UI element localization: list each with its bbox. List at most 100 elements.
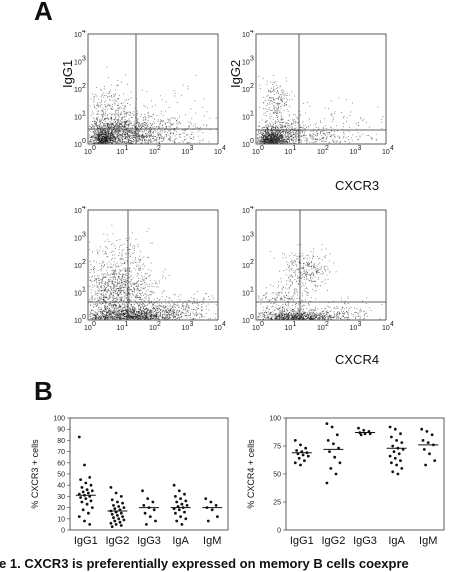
svg-text:10: 10 xyxy=(117,149,125,156)
scatter-point xyxy=(183,510,186,514)
scatter-chart-cxcr4: % CXCR4 + cells 0 25 50 75 100 IgG1 IgG2 IgG3 IgA… xyxy=(246,416,445,547)
scatter-point xyxy=(400,441,404,444)
svg-text:4: 4 xyxy=(222,145,226,152)
scatter-point xyxy=(122,518,126,522)
scatter-point xyxy=(84,481,88,485)
svg-text:10: 10 xyxy=(242,142,250,149)
scatter-point xyxy=(81,490,85,494)
svg-text:3: 3 xyxy=(250,56,254,63)
svg-text:10: 10 xyxy=(242,60,250,67)
scatter-point xyxy=(175,500,179,504)
flow-plot-igg2-cxcr4: 10 0 10 0 10 1 10 1 10 2 10 2 10 3 10 3 10 4 10 4 xyxy=(236,206,396,336)
scatter-point xyxy=(330,425,334,429)
scatter-point xyxy=(328,450,331,453)
scatter-point xyxy=(83,463,86,467)
scatter-ytick: 100 xyxy=(269,416,281,423)
scatter-ylabel: % CXCR4 + cells xyxy=(246,439,256,509)
svg-text:1: 1 xyxy=(82,111,86,118)
scatter-point xyxy=(90,506,94,509)
flow-xlabel-cxcr4: CXCR4 xyxy=(335,352,380,367)
svg-text:10: 10 xyxy=(74,115,82,122)
scatter-point xyxy=(428,452,431,456)
scatter-point xyxy=(210,508,214,512)
scatter-point xyxy=(424,463,427,467)
scatter-point xyxy=(390,461,393,465)
svg-text:0: 0 xyxy=(250,138,254,145)
scatter-point xyxy=(204,497,208,500)
scatter-point xyxy=(89,483,93,487)
scatter-ytick: 25 xyxy=(273,500,281,507)
scatter-point xyxy=(172,483,176,487)
scatter-point xyxy=(422,448,426,451)
scatter-point xyxy=(299,463,302,467)
scatter-point xyxy=(154,519,157,523)
svg-text:10: 10 xyxy=(285,149,293,156)
scatter-point xyxy=(304,446,308,450)
scatter-point xyxy=(113,519,117,523)
scatter-ylabel: % CXCR3 + cells xyxy=(30,439,40,509)
scatter-point xyxy=(79,496,82,499)
scatter-ytick: 40 xyxy=(57,483,65,490)
svg-text:10: 10 xyxy=(242,115,250,122)
scatter-point xyxy=(85,502,89,506)
scatter-point xyxy=(295,449,298,452)
scatter-point xyxy=(400,467,404,470)
scatter-category-label: IgA xyxy=(388,535,405,547)
scatter-point xyxy=(81,508,85,512)
scatter-point xyxy=(80,486,84,489)
scatter-ytick: 0 xyxy=(61,528,65,535)
scatter-ytick: 90 xyxy=(57,427,65,434)
scatter-point xyxy=(177,489,181,493)
scatter-point xyxy=(179,497,183,500)
scatter-point xyxy=(114,523,118,526)
scatter-point xyxy=(420,427,424,431)
scatter-point xyxy=(388,425,392,429)
scatter-point xyxy=(119,495,123,498)
scatter-point xyxy=(335,433,339,437)
scatter-point xyxy=(180,523,184,526)
scatter-point xyxy=(112,504,115,507)
svg-text:0: 0 xyxy=(260,145,264,152)
svg-text:3: 3 xyxy=(190,145,194,152)
scatter-point xyxy=(430,433,434,437)
scatter-point xyxy=(433,459,437,462)
scatter-point xyxy=(184,499,188,503)
svg-text:10: 10 xyxy=(182,149,190,156)
scatter-category-label: IgM xyxy=(419,535,437,547)
scatter-ytick: 75 xyxy=(273,444,281,451)
scatter-point xyxy=(110,525,114,528)
scatter-category-label: IgG2 xyxy=(321,535,345,547)
scatter-point xyxy=(87,511,90,515)
scatter-point xyxy=(395,439,398,442)
scatter-point xyxy=(184,517,188,521)
scatter-point xyxy=(122,506,126,509)
scatter-point xyxy=(112,516,115,520)
svg-text:10: 10 xyxy=(317,149,325,156)
scatter-point xyxy=(174,511,177,515)
scatter-point xyxy=(362,428,366,432)
scatter-point xyxy=(399,459,402,462)
scatter-point xyxy=(113,507,117,511)
svg-text:4: 4 xyxy=(250,30,254,35)
scatter-point xyxy=(326,439,330,442)
scatter-point xyxy=(88,476,92,479)
scatter-ytick: 0 xyxy=(277,528,281,535)
scatter-point xyxy=(180,502,184,506)
scatter-point xyxy=(397,452,401,456)
svg-text:1: 1 xyxy=(293,145,297,152)
scatter-point xyxy=(214,504,218,507)
svg-text:3: 3 xyxy=(82,56,86,63)
scatter-point xyxy=(85,488,89,492)
scatter-point xyxy=(148,515,152,518)
scatter-point xyxy=(396,472,400,476)
scatter-chart-cxcr3: % CXCR3 + cells 0 10 20 30 40 50 60 70 80 90 100 IgG… xyxy=(30,416,229,547)
scatter-point xyxy=(117,517,121,521)
scatter-point xyxy=(119,524,123,527)
svg-text:1: 1 xyxy=(125,145,129,152)
scatter-category-label: IgG3 xyxy=(353,535,377,547)
scatter-point xyxy=(293,439,297,442)
svg-text:4: 4 xyxy=(390,145,394,152)
scatter-point xyxy=(110,498,114,502)
